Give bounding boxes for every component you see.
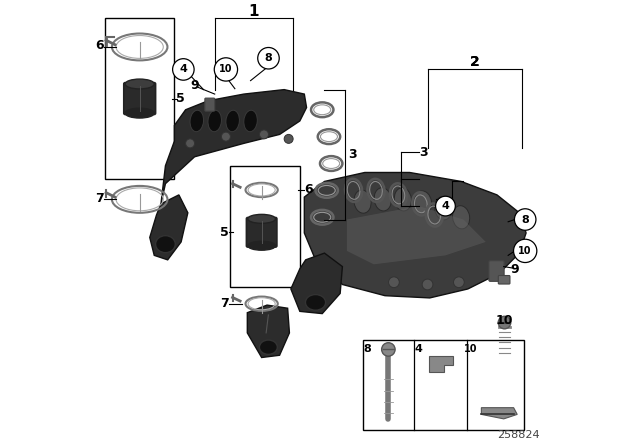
Ellipse shape <box>156 236 175 253</box>
Circle shape <box>258 47 279 69</box>
Ellipse shape <box>226 110 239 132</box>
Text: 10: 10 <box>518 246 532 256</box>
Ellipse shape <box>248 215 276 224</box>
FancyBboxPatch shape <box>205 98 215 111</box>
Ellipse shape <box>374 188 391 211</box>
Circle shape <box>214 58 237 81</box>
Text: 6: 6 <box>305 183 313 197</box>
Ellipse shape <box>452 206 470 229</box>
Circle shape <box>173 59 194 80</box>
Ellipse shape <box>125 108 154 118</box>
Text: 2: 2 <box>470 55 479 69</box>
Ellipse shape <box>125 79 154 89</box>
Text: 3: 3 <box>420 146 428 159</box>
Text: 258824: 258824 <box>497 430 540 440</box>
Circle shape <box>454 277 464 288</box>
Circle shape <box>422 279 433 290</box>
Text: 4: 4 <box>415 344 422 353</box>
Text: 10: 10 <box>219 65 233 74</box>
Text: 10: 10 <box>496 314 513 327</box>
Ellipse shape <box>208 110 221 132</box>
Polygon shape <box>161 90 307 204</box>
Ellipse shape <box>244 110 257 132</box>
Bar <box>362 340 524 430</box>
Ellipse shape <box>415 191 431 214</box>
Circle shape <box>436 196 455 216</box>
Text: 9: 9 <box>511 263 519 276</box>
Text: 7: 7 <box>95 191 104 205</box>
Polygon shape <box>247 305 289 358</box>
Ellipse shape <box>248 241 276 250</box>
Ellipse shape <box>259 340 277 354</box>
Ellipse shape <box>354 190 371 213</box>
Polygon shape <box>150 195 188 260</box>
Text: 7: 7 <box>220 297 228 310</box>
FancyBboxPatch shape <box>124 82 156 115</box>
Polygon shape <box>305 172 526 298</box>
Text: 5: 5 <box>176 92 185 105</box>
Circle shape <box>221 132 230 141</box>
Text: 2: 2 <box>470 55 479 69</box>
Text: 8: 8 <box>522 215 529 224</box>
Text: 3: 3 <box>348 148 356 161</box>
Polygon shape <box>429 356 452 372</box>
Text: 5: 5 <box>220 226 228 239</box>
Circle shape <box>381 343 395 356</box>
Circle shape <box>388 277 399 288</box>
Circle shape <box>260 130 269 139</box>
Circle shape <box>186 139 195 148</box>
Circle shape <box>284 134 293 143</box>
Ellipse shape <box>190 110 204 132</box>
Text: 1: 1 <box>248 4 259 19</box>
Circle shape <box>515 209 536 230</box>
Circle shape <box>498 316 511 329</box>
Polygon shape <box>481 408 517 419</box>
FancyBboxPatch shape <box>489 261 504 281</box>
Ellipse shape <box>305 295 326 310</box>
Ellipse shape <box>435 197 452 220</box>
Text: 4: 4 <box>179 65 188 74</box>
Text: 9: 9 <box>190 78 199 92</box>
Text: 6: 6 <box>95 39 104 52</box>
Bar <box>105 18 174 179</box>
Text: 4: 4 <box>442 201 449 211</box>
Ellipse shape <box>394 188 412 211</box>
Circle shape <box>513 239 537 263</box>
Text: 10: 10 <box>464 344 477 353</box>
Polygon shape <box>347 206 486 264</box>
FancyBboxPatch shape <box>499 276 510 284</box>
Bar <box>230 166 300 287</box>
Polygon shape <box>291 253 342 314</box>
FancyBboxPatch shape <box>246 218 277 247</box>
Text: 8: 8 <box>264 53 273 63</box>
Text: 8: 8 <box>363 344 371 353</box>
